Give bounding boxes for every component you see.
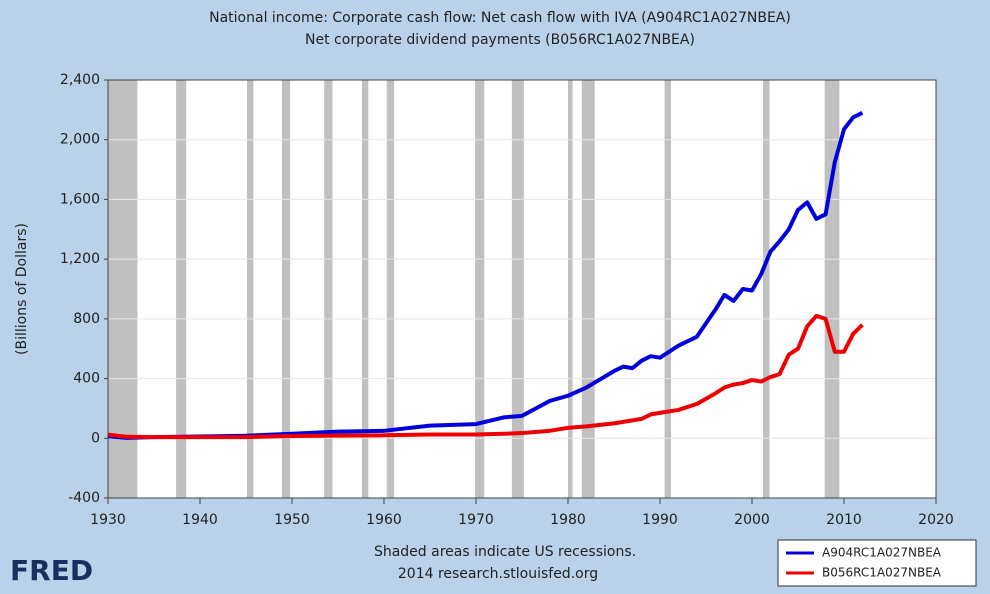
x-tick-label: 2020 xyxy=(918,512,954,528)
y-tick-label: 2,000 xyxy=(60,132,100,148)
recession xyxy=(475,80,485,498)
y-tick-label: 800 xyxy=(73,311,100,327)
y-tick-label: -400 xyxy=(68,490,100,506)
note: Shaded areas indicate US recessions. xyxy=(374,544,636,560)
series-line xyxy=(107,313,864,440)
legend xyxy=(777,539,977,587)
recession xyxy=(281,80,291,498)
x-tick-label: 1980 xyxy=(550,512,586,528)
recession xyxy=(664,80,672,498)
chart-title: National income: Corporate cash flow: Ne… xyxy=(209,10,791,26)
x-tick-label: 1950 xyxy=(274,512,310,528)
y-tick-label: 400 xyxy=(73,371,100,387)
recession xyxy=(824,80,840,498)
y-tick-label: 0 xyxy=(91,430,100,446)
recession xyxy=(246,80,254,498)
recession xyxy=(386,80,395,498)
recession xyxy=(108,80,138,498)
recession xyxy=(568,80,573,498)
x-tick-label: 1970 xyxy=(458,512,494,528)
x-tick-label: 1940 xyxy=(182,512,218,528)
recession xyxy=(324,80,333,498)
source: 2014 research.stlouisfed.org xyxy=(398,566,598,582)
legend-label: B056RC1A027NBEA xyxy=(822,566,942,580)
series-line xyxy=(107,111,864,440)
y-tick-label: 1,200 xyxy=(60,251,100,267)
recession xyxy=(763,80,770,498)
logo: FRED xyxy=(10,554,93,587)
chart-subtitle: Net corporate dividend payments (B056RC1… xyxy=(305,32,695,48)
recession xyxy=(511,80,524,498)
y-tick-label: 2,400 xyxy=(60,72,100,88)
x-tick-label: 1930 xyxy=(90,512,126,528)
legend-label: A904RC1A027NBEA xyxy=(822,546,942,560)
recession xyxy=(361,80,369,498)
x-tick-label: 2010 xyxy=(826,512,862,528)
y-tick-label: 1,600 xyxy=(60,191,100,207)
x-tick-label: 2000 xyxy=(734,512,770,528)
x-tick-label: 1990 xyxy=(642,512,678,528)
recession xyxy=(176,80,187,498)
y-axis-label: (Billions of Dollars) xyxy=(14,223,30,355)
recession xyxy=(581,80,595,498)
x-tick-label: 1960 xyxy=(366,512,402,528)
plot-border xyxy=(107,79,937,499)
